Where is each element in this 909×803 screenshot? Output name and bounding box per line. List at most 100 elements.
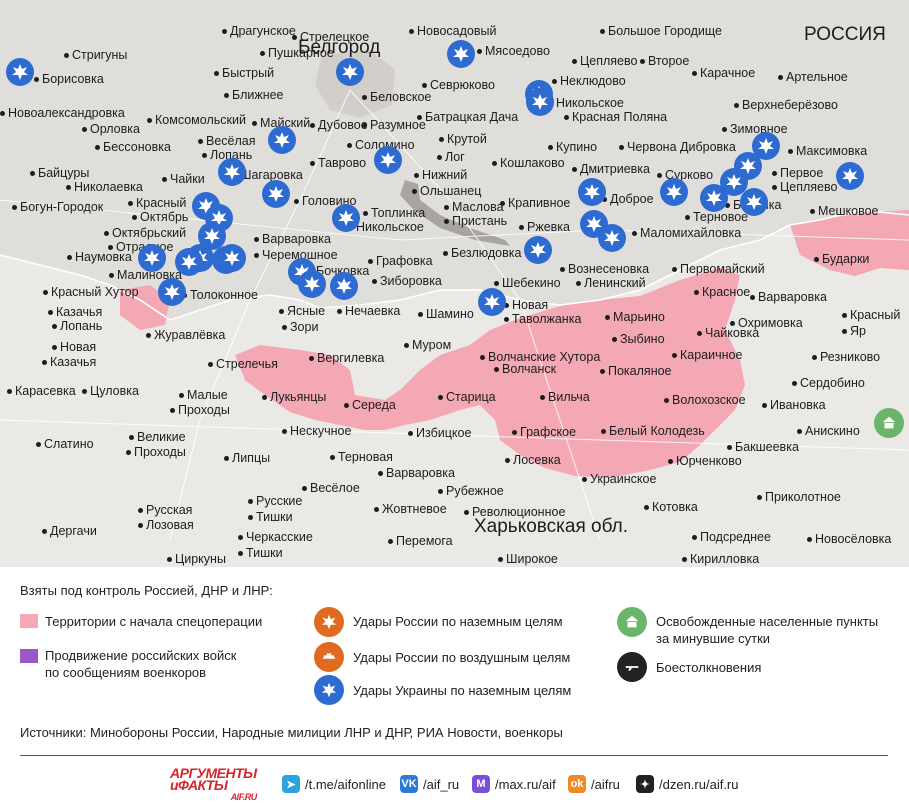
place-dot	[162, 177, 167, 182]
place-label: Большое Городище	[608, 24, 722, 38]
place-dot	[576, 281, 581, 286]
place-label: Быстрый	[222, 66, 275, 80]
place-dot	[757, 495, 762, 500]
footer-link-vk[interactable]: VK /aif_ru	[400, 772, 459, 796]
place-label: Красное	[702, 285, 751, 299]
place-label: Никольское	[556, 96, 624, 110]
place-label: Неклюдово	[560, 74, 626, 88]
place-dot	[42, 360, 47, 365]
place-dot	[438, 395, 443, 400]
place-dot	[138, 523, 143, 528]
footer-link-ok[interactable]: ok /aifru	[568, 772, 620, 796]
place-label: Ольшанец	[420, 184, 482, 198]
place-label: Лопань	[60, 319, 103, 333]
place-label: Зиборовка	[380, 274, 442, 288]
aif-logo[interactable]: АРГУМЕНТЫ иФАКТЫ AIF.RU	[170, 766, 257, 803]
footer-link-telegram[interactable]: ➤ /t.me/aifonline	[282, 772, 386, 796]
place-dot	[202, 153, 207, 158]
place-dot	[214, 71, 219, 76]
place-dot	[132, 215, 137, 220]
place-dot	[640, 59, 645, 64]
place-label: Дубовое	[318, 118, 368, 132]
place-label: Карасевка	[15, 384, 76, 398]
ukraine-strike-icon	[330, 272, 358, 300]
place-label: Новосёловка	[815, 532, 892, 546]
clashes-icon	[617, 652, 647, 682]
place-dot	[443, 251, 448, 256]
place-label: Дмитриевка	[580, 162, 650, 176]
place-label: Шамино	[426, 307, 474, 321]
place-label: Черемошное	[262, 248, 338, 262]
place-dot	[248, 515, 253, 520]
place-dot	[378, 471, 383, 476]
place-dot	[504, 317, 509, 322]
place-label: Лозовая	[146, 518, 194, 532]
place-label: Приколотное	[765, 490, 841, 504]
place-dot	[362, 95, 367, 100]
place-label: Старица	[446, 390, 496, 404]
place-dot	[128, 201, 133, 206]
place-dot	[444, 205, 449, 210]
place-label: Комсомольский	[155, 113, 246, 127]
ukraine-strike-icon	[578, 178, 606, 206]
place-label: Октябрь	[140, 210, 189, 224]
legend-russia-ground: Удары России по наземным целям	[353, 614, 563, 629]
place-dot	[540, 395, 545, 400]
place-dot	[104, 231, 109, 236]
place-dot	[292, 35, 297, 40]
place-dot	[692, 535, 697, 540]
place-label: Ржевка	[527, 220, 570, 234]
place-dot	[772, 171, 777, 176]
footer-link-dzen[interactable]: ✦ /dzen.ru/aif.ru	[636, 772, 739, 796]
place-label: Богун-Городок	[20, 200, 104, 214]
place-label: Новосадовый	[417, 24, 497, 38]
place-label: Топлинка	[371, 206, 426, 220]
place-dot	[262, 395, 267, 400]
place-label: Пушкарное	[268, 46, 334, 60]
footer-link-max[interactable]: M /max.ru/aif	[472, 772, 556, 796]
ukraine-strike-icon	[138, 244, 166, 272]
ukraine-strike-icon	[478, 288, 506, 316]
place-dot	[388, 539, 393, 544]
place-dot	[772, 185, 777, 190]
place-label: Лосевка	[513, 453, 561, 467]
place-label: Волчанск	[502, 362, 557, 376]
place-label: Борисовка	[42, 72, 104, 86]
place-dot	[498, 557, 503, 562]
place-label: Зыбино	[620, 332, 665, 346]
place-label: Севрюково	[430, 78, 495, 92]
place-dot	[612, 337, 617, 342]
place-label: Шебекино	[502, 276, 561, 290]
place-label: Маломихайловка	[640, 226, 742, 240]
place-label: Байцуры	[38, 166, 90, 180]
place-label: Чайки	[170, 172, 205, 186]
place-dot	[279, 309, 284, 314]
place-dot	[198, 139, 203, 144]
place-dot	[179, 393, 184, 398]
place-label: Цепляево	[580, 54, 638, 68]
place-dot	[797, 429, 802, 434]
ukraine-strike-icon	[175, 248, 203, 276]
place-label: Черкасские	[246, 530, 313, 544]
place-dot	[672, 353, 677, 358]
place-label: Ленинский	[584, 276, 646, 290]
place-dot	[64, 53, 69, 58]
place-label: Новоалександровка	[8, 106, 125, 120]
place-label: Середа	[352, 398, 396, 412]
legend-advance-line1: Продвижение российских войск	[45, 648, 237, 663]
place-dot	[439, 137, 444, 142]
place-dot	[224, 93, 229, 98]
place-dot	[480, 355, 485, 360]
place-label: Чайковка	[705, 326, 760, 340]
place-dot	[167, 557, 172, 562]
place-dot	[685, 215, 690, 220]
place-dot	[564, 115, 569, 120]
place-dot	[572, 59, 577, 64]
place-dot	[810, 209, 815, 214]
place-dot	[494, 367, 499, 372]
territory-swatch	[20, 614, 38, 628]
place-dot	[42, 529, 47, 534]
place-dot	[572, 167, 577, 172]
max-icon: M	[472, 775, 490, 793]
place-label: Цуловка	[90, 384, 139, 398]
